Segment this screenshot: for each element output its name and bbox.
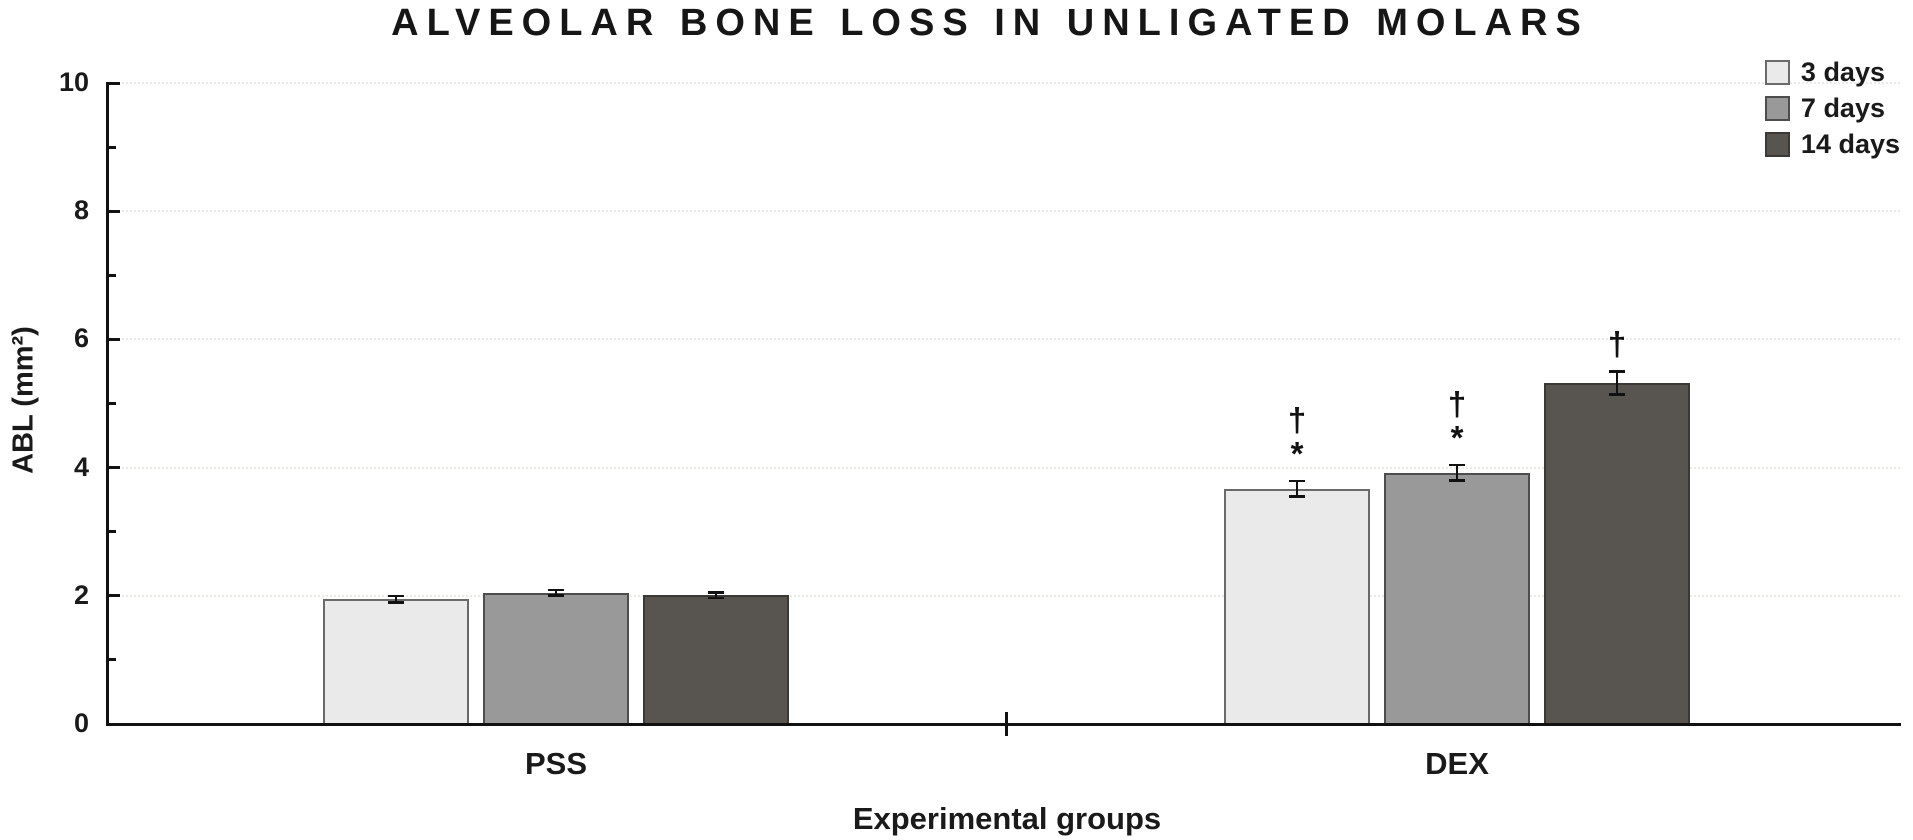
chart-title: ALVEOLAR BONE LOSS IN UNLIGATED MOLARS: [391, 2, 1589, 44]
legend-label: 3 days: [1800, 57, 1885, 87]
error-bar: [394, 595, 398, 603]
asterisk-symbol: *: [1290, 435, 1304, 473]
gridline: [107, 466, 1900, 469]
x-axis-spine: [105, 722, 1901, 726]
y-major-tick: [107, 466, 120, 470]
legend-swatch-icon: [1764, 132, 1790, 157]
error-bar: [554, 590, 558, 596]
y-major-tick: [107, 209, 120, 213]
y-major-tick: [107, 81, 120, 85]
gridline: [107, 594, 1900, 597]
gridline: [107, 210, 1900, 213]
bar-14days-DEX: [1544, 382, 1690, 726]
y-minor-tick: [107, 658, 116, 662]
significance-markers: † *: [1288, 403, 1306, 471]
legend-swatch-icon: [1764, 60, 1790, 85]
y-tick-label: 2: [73, 579, 89, 610]
y-tick-label: 10: [58, 67, 89, 97]
error-cap-top: [1289, 479, 1305, 483]
error-cap-bottom: [548, 593, 564, 597]
x-boundary-tick: [1004, 712, 1009, 736]
legend: 3 days 7 days 14 days: [1764, 57, 1900, 160]
error-cap-bottom: [388, 601, 404, 604]
y-minor-tick: [107, 145, 116, 149]
error-cap-top: [1449, 463, 1465, 467]
error-cap-bottom: [1449, 479, 1465, 482]
bar-7days-DEX: [1384, 472, 1530, 726]
significance-markers: †: [1608, 327, 1626, 361]
error-bar: [1455, 465, 1459, 481]
category-label-pss: PSS: [524, 746, 588, 781]
error-bar: [1615, 371, 1619, 395]
error-cap-top: [1609, 370, 1625, 373]
y-major-tick: [107, 337, 120, 341]
bar-7days-PSS: [483, 592, 629, 726]
error-cap-top: [708, 591, 724, 594]
error-cap-bottom: [708, 596, 724, 600]
error-cap-top: [548, 588, 564, 592]
gridline: [107, 338, 1900, 341]
significance-markers: † *: [1448, 387, 1466, 455]
y-minor-tick: [107, 530, 116, 534]
error-cap-bottom: [1289, 495, 1305, 498]
y-tick-label: 4: [73, 451, 89, 482]
legend-label: 14 days: [1800, 129, 1900, 159]
y-tick-label: 0: [73, 708, 89, 738]
dagger-symbol: †: [1287, 401, 1307, 439]
y-minor-tick: [107, 402, 116, 405]
legend-swatch-icon: [1764, 96, 1790, 121]
asterisk-symbol: *: [1450, 419, 1464, 457]
gridline: [107, 82, 1900, 84]
legend-item: 3 days: [1764, 57, 1900, 88]
legend-label: 7 days: [1800, 93, 1885, 123]
error-bar: [714, 592, 718, 598]
y-tick-label: 8: [73, 195, 89, 226]
legend-item: 7 days: [1764, 93, 1900, 124]
error-cap-top: [388, 594, 404, 598]
x-axis-label: Experimental groups: [852, 801, 1162, 836]
bar-3days-PSS: [323, 599, 469, 726]
y-tick-label: 6: [73, 323, 89, 354]
dagger-symbol: †: [1607, 325, 1627, 363]
legend-item: 14 days: [1764, 129, 1900, 160]
bar-14days-PSS: [643, 595, 789, 726]
error-bar: [1295, 481, 1299, 497]
y-minor-tick: [107, 273, 116, 277]
bar-3days-DEX: [1224, 488, 1370, 726]
y-major-tick: [107, 594, 120, 598]
dagger-symbol: †: [1447, 385, 1467, 423]
error-cap-bottom: [1609, 393, 1625, 396]
category-label-dex: DEX: [1425, 746, 1489, 781]
